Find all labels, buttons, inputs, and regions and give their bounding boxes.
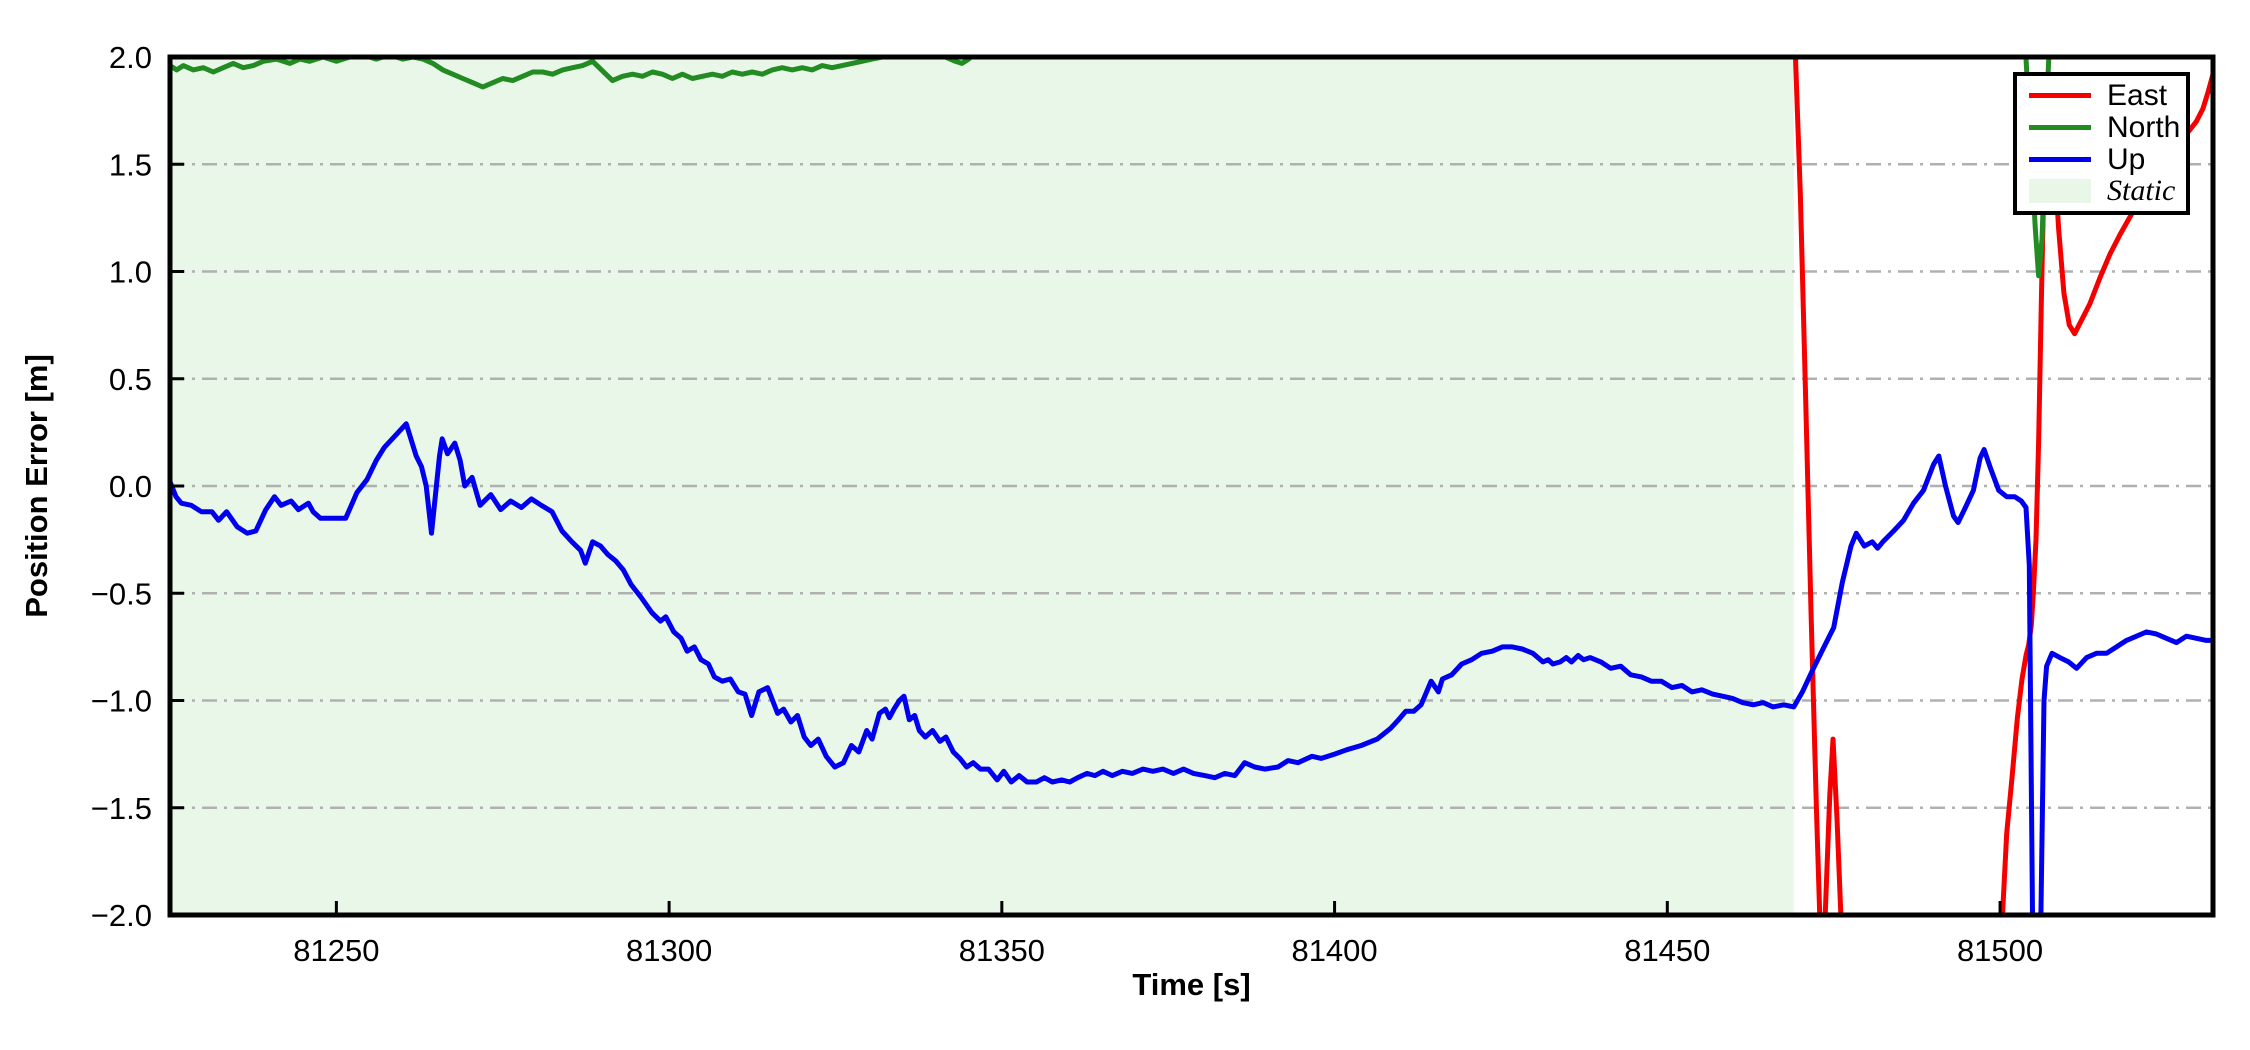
y-axis-title: Position Error [m] (19, 354, 54, 618)
legend-item-up: Up (2029, 144, 2174, 176)
y-tick-label: −1.0 (91, 684, 152, 719)
y-tick-label: −0.5 (91, 576, 152, 611)
up-line-swatch (2029, 156, 2091, 162)
y-tick-label: 1.0 (109, 255, 152, 290)
x-tick-label: 81300 (626, 933, 712, 968)
north-line-swatch (2029, 125, 2091, 131)
y-tick-label: 2.0 (109, 40, 152, 75)
legend-label-static: Static (2107, 174, 2176, 208)
y-tick-label: −2.0 (91, 898, 152, 933)
x-tick-label: 81350 (959, 933, 1045, 968)
legend-label-east: East (2107, 79, 2168, 113)
legend-item-north: North (2029, 112, 2180, 144)
legend-item-static: Static (2029, 174, 2176, 208)
x-tick-label: 81450 (1624, 933, 1710, 968)
legend: East North Up Static (2013, 72, 2190, 215)
x-axis-title: Time [s] (1132, 967, 1250, 1002)
y-tick-label: −1.5 (91, 791, 152, 826)
x-tick-label: 81250 (293, 933, 379, 968)
legend-item-east: East (2029, 80, 2174, 112)
y-tick-label: 1.5 (109, 147, 152, 182)
legend-label-north: North (2107, 110, 2181, 144)
east-line-swatch (2029, 93, 2091, 99)
y-tick-label: 0.5 (109, 362, 152, 397)
x-tick-label: 81500 (1957, 933, 2043, 968)
x-tick-label: 81400 (1291, 933, 1377, 968)
legend-label-up: Up (2107, 142, 2146, 176)
series-up-line (170, 421, 2213, 915)
y-tick-label: 0.0 (109, 469, 152, 504)
static-patch-swatch (2029, 179, 2091, 203)
